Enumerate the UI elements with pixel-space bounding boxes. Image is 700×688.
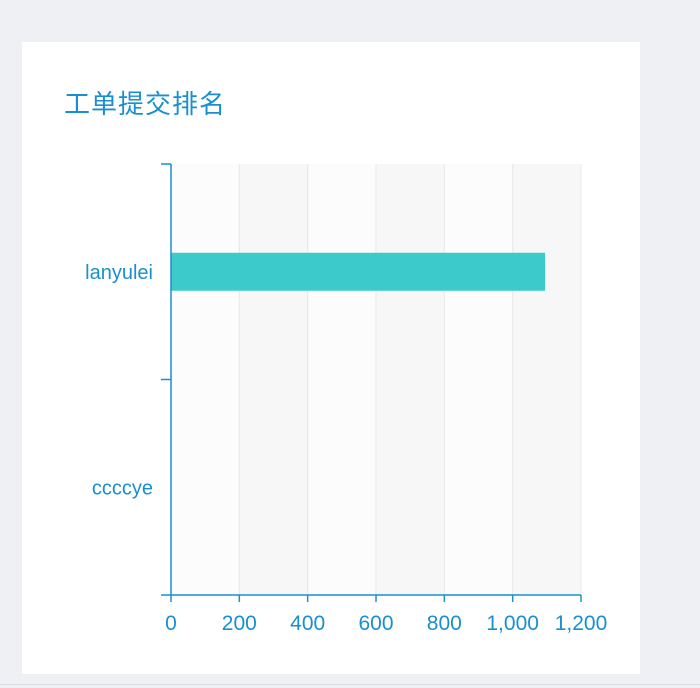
grid-band [444,164,513,595]
y-tick-label: ccccye [92,477,153,499]
bar-lanyulei [171,252,546,291]
grid-band [307,164,376,595]
x-tick-label: 600 [358,612,393,635]
grid-band [171,164,240,595]
grid-bands [171,164,581,595]
card-title: 工单提交排名 [64,90,227,120]
x-tick-label: 0 [165,612,177,635]
gridlines [238,164,582,595]
grid-band [512,164,581,595]
x-tick-label: 1,200 [555,612,608,635]
x-tick-label: 1,000 [486,612,539,635]
grid-band [239,164,308,595]
x-tick-label: 800 [427,612,462,635]
y-ticks: lanyulei ccccye [85,163,171,596]
bars [171,252,546,291]
y-tick-label: lanyulei [85,262,153,284]
grid-band [376,164,445,595]
page-bottom-rule [0,684,700,685]
x-ticks: 0 200 400 600 800 1,000 1,200 [165,595,607,635]
x-tick-label: 400 [290,612,325,635]
x-tick-label: 200 [222,612,257,635]
